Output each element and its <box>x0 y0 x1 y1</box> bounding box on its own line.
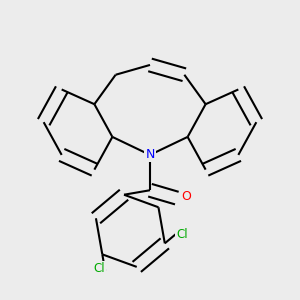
Text: Cl: Cl <box>176 228 188 241</box>
Text: N: N <box>145 148 155 161</box>
Text: O: O <box>181 190 191 203</box>
Text: Cl: Cl <box>93 262 105 275</box>
